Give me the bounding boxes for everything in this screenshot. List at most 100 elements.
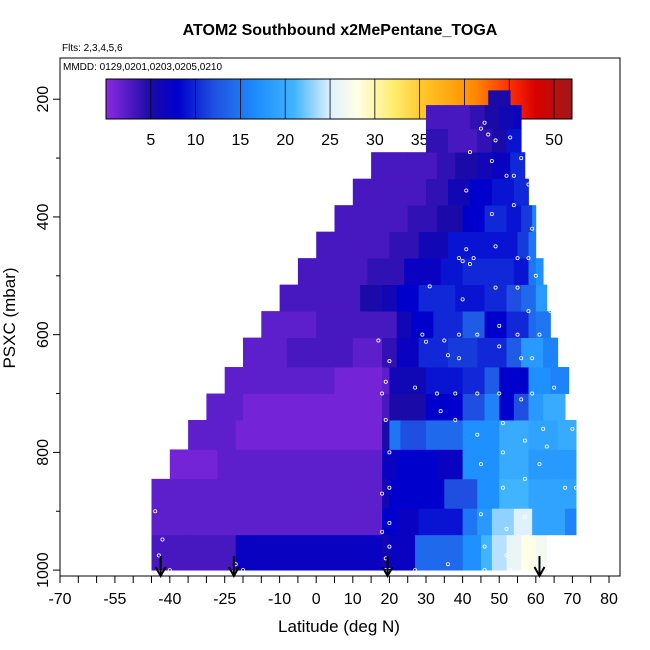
heatmap-cell xyxy=(396,284,420,312)
heatmap-cell xyxy=(550,478,577,509)
observation-point xyxy=(241,568,246,573)
heatmap-cell xyxy=(513,393,529,421)
heatmap-cell xyxy=(477,478,500,509)
heatmap-cell xyxy=(499,478,529,509)
heatmap-cell xyxy=(462,311,485,339)
heatmap-cell xyxy=(418,337,449,368)
heatmap-cell xyxy=(462,393,485,421)
heatmap-cell xyxy=(532,508,566,536)
heatmap-cell xyxy=(404,258,442,286)
observation-point xyxy=(497,323,502,328)
heatmap-cell xyxy=(440,258,464,286)
observation-point xyxy=(515,285,520,290)
heatmap-cell xyxy=(389,478,445,509)
heatmap-cell xyxy=(367,258,405,286)
observation-point xyxy=(380,529,385,534)
heatmap-cell xyxy=(506,534,522,571)
heatmap-cell xyxy=(279,478,383,509)
observation-point xyxy=(493,285,498,290)
observation-point xyxy=(522,515,527,520)
observation-point xyxy=(456,356,461,361)
observation-point xyxy=(511,203,516,208)
heatmap-cell xyxy=(528,367,551,394)
heatmap-cell xyxy=(261,311,317,339)
y-axis: 200 400 600 800 1000 xyxy=(35,86,60,588)
heatmap-cell xyxy=(480,534,493,571)
observation-point xyxy=(434,391,439,396)
heatmap-cell xyxy=(345,449,383,480)
x-tick-label: 0 xyxy=(312,591,321,608)
heatmap-cell xyxy=(484,311,507,339)
observation-point xyxy=(530,226,535,231)
heatmap-cell xyxy=(513,508,533,536)
heatmap-cell xyxy=(286,337,354,368)
flight-marker-arrow xyxy=(533,556,546,579)
heatmap-cell xyxy=(396,311,412,339)
observation-point xyxy=(530,356,535,361)
observation-point xyxy=(387,544,392,549)
observation-point xyxy=(526,182,531,187)
observation-point xyxy=(413,568,418,573)
heatmap-cell xyxy=(517,231,529,259)
colorbar-tick-label: 10 xyxy=(187,132,205,149)
observation-point xyxy=(482,544,487,549)
flight-marker-arrow xyxy=(154,556,167,579)
heatmap-cell xyxy=(535,534,548,571)
colorbar-tick-label: 20 xyxy=(276,132,294,149)
observation-point xyxy=(552,385,557,390)
observation-point xyxy=(167,568,172,573)
heatmap-cell xyxy=(426,393,464,421)
heatmap-cell xyxy=(513,258,529,286)
heatmap-cell xyxy=(499,105,515,130)
observation-point xyxy=(489,211,494,216)
heatmap-cell xyxy=(491,508,515,536)
heatmap-cell xyxy=(382,337,398,368)
x-axis: -70 -55 -40 -25 -10 0 10 20 30 40 50 60 70 80 xyxy=(48,576,618,608)
observation-point xyxy=(504,526,509,531)
heatmap-cell xyxy=(491,178,515,206)
heatmap-cell xyxy=(528,393,544,421)
heatmap-cell xyxy=(371,311,398,339)
heatmap-cell xyxy=(455,152,478,180)
heatmap-cell xyxy=(499,420,529,450)
heatmap-cell xyxy=(528,258,537,286)
observation-point xyxy=(519,397,524,402)
heatmap-cell xyxy=(462,128,478,153)
x-axis-label: Latitude (deg N) xyxy=(278,617,400,636)
heatmap-cell xyxy=(217,449,346,480)
observation-point xyxy=(537,462,542,467)
heatmap-cell xyxy=(191,478,281,509)
observation-point xyxy=(475,432,480,437)
heatmap-cell xyxy=(382,284,398,312)
colorbar-tick-label: 30 xyxy=(366,132,384,149)
x-tick-label: 40 xyxy=(454,591,472,608)
observation-point xyxy=(548,309,553,314)
heatmap-cell xyxy=(462,258,493,286)
observation-point xyxy=(519,356,524,361)
heatmap-cell xyxy=(528,478,551,509)
heatmap-cell xyxy=(426,105,449,130)
x-tick-label: -10 xyxy=(268,591,291,608)
heatmap-cell xyxy=(371,205,409,233)
y-tick-label: 1000 xyxy=(35,552,52,588)
observation-point xyxy=(478,512,483,517)
heatmap-cell xyxy=(469,105,485,130)
heatmap-cell xyxy=(506,337,522,368)
heatmap-cell xyxy=(352,337,383,368)
observation-point xyxy=(570,426,575,431)
observation-point xyxy=(442,338,447,343)
observation-point xyxy=(456,256,461,261)
observation-point xyxy=(464,247,469,252)
observation-point xyxy=(380,491,385,496)
heatmap-cell xyxy=(415,534,464,571)
heatmap-cell xyxy=(426,128,449,153)
heatmap-cell xyxy=(444,478,478,509)
observation-point xyxy=(500,485,505,490)
observation-point xyxy=(544,444,549,449)
heatmap-cell xyxy=(521,534,537,571)
heatmap-cell xyxy=(499,231,518,259)
observation-point xyxy=(456,332,461,337)
heatmap-cell xyxy=(316,231,354,259)
heatmap-cell xyxy=(418,508,464,536)
observation-point xyxy=(504,173,509,178)
